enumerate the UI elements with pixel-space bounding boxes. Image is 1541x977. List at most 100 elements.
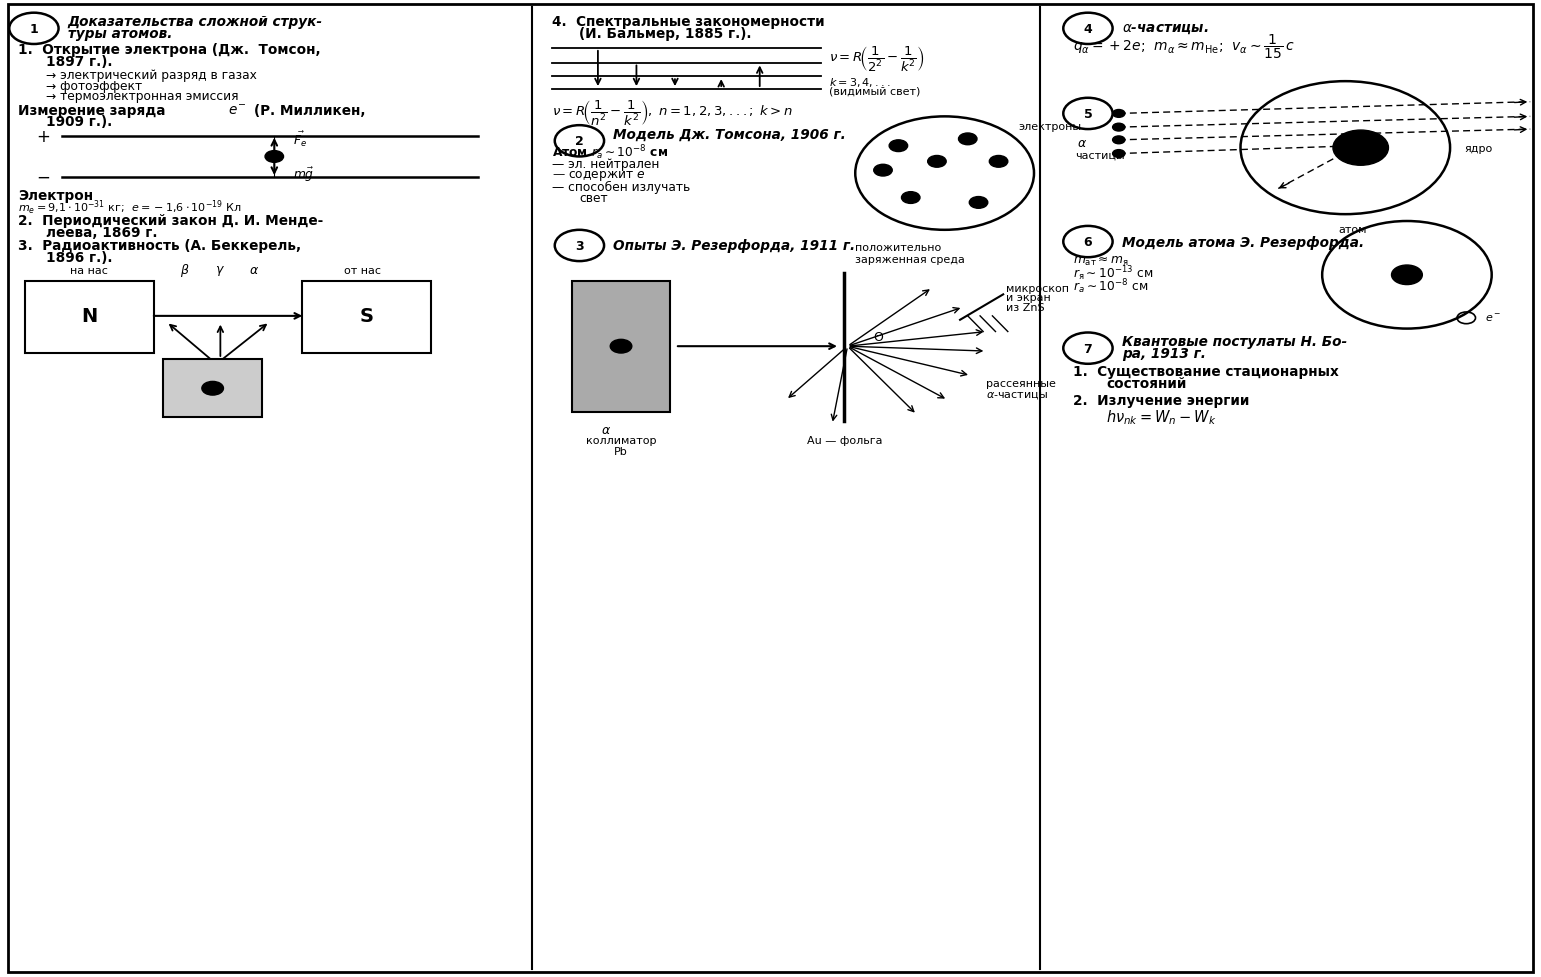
Text: ядро: ядро [1464, 144, 1492, 153]
Text: — содержит $e$: — содержит $e$ [552, 169, 644, 183]
Text: заряженная среда: заряженная среда [855, 255, 965, 265]
Text: леева, 1869 г.: леева, 1869 г. [46, 226, 157, 239]
Circle shape [874, 165, 892, 177]
Text: $m_e = 9{,}1 \cdot 10^{-31}$ кг;  $e = -1{,}6 \cdot 10^{-19}$ Кл: $m_e = 9{,}1 \cdot 10^{-31}$ кг; $e = -1… [18, 198, 242, 216]
Text: $\nu = R\!\left(\dfrac{1}{n^2} - \dfrac{1}{k^2}\right), \; n = 1, 2, 3, ...; \; : $\nu = R\!\left(\dfrac{1}{n^2} - \dfrac{… [552, 98, 792, 127]
Text: N: N [82, 307, 97, 326]
Text: → электрический разряд в газах: → электрический разряд в газах [46, 68, 257, 82]
Text: электроны: электроны [1019, 122, 1082, 132]
Text: Опыты Э. Резерфорда, 1911 г.: Опыты Э. Резерфорда, 1911 г. [613, 239, 855, 253]
Text: Атом $r_a \sim 10^{-8}$ см: Атом $r_a \sim 10^{-8}$ см [552, 143, 667, 162]
Text: −: − [35, 169, 51, 187]
Text: $h\nu_{nk} = W_n - W_k$: $h\nu_{nk} = W_n - W_k$ [1106, 407, 1217, 427]
Text: частицы: частицы [1076, 150, 1125, 160]
Text: из ZnS: из ZnS [1006, 303, 1045, 313]
Text: Квантовые постулаты Н. Бо-: Квантовые постулаты Н. Бо- [1122, 335, 1347, 349]
Text: (И. Бальмер, 1885 г.).: (И. Бальмер, 1885 г.). [579, 27, 752, 41]
Text: 1896 г.).: 1896 г.). [46, 251, 112, 265]
Text: ра, 1913 г.: ра, 1913 г. [1122, 347, 1205, 361]
Text: атом: атом [1339, 225, 1367, 234]
Text: $\beta$: $\beta$ [180, 262, 190, 279]
Circle shape [265, 151, 284, 163]
Circle shape [1113, 110, 1125, 118]
Text: положительно: положительно [855, 243, 942, 253]
Text: $m\vec{g}$: $m\vec{g}$ [293, 166, 314, 184]
Circle shape [202, 382, 223, 396]
Circle shape [1113, 150, 1125, 158]
Circle shape [1113, 124, 1125, 132]
Text: — способен излучать: — способен излучать [552, 181, 690, 194]
Text: $\alpha$: $\alpha$ [1077, 137, 1086, 150]
Circle shape [855, 117, 1034, 231]
FancyBboxPatch shape [302, 281, 431, 354]
Text: +: + [35, 128, 51, 146]
Text: $e^{-}$: $e^{-}$ [228, 104, 247, 117]
Text: 3.  Радиоактивность (А. Беккерель,: 3. Радиоактивность (А. Беккерель, [18, 239, 302, 253]
Text: Электрон: Электрон [18, 189, 94, 202]
Text: свет: свет [579, 191, 609, 205]
Text: 5: 5 [1083, 107, 1093, 121]
Text: 3: 3 [575, 239, 584, 253]
Text: → фотоэффект: → фотоэффект [46, 79, 142, 93]
Text: 1: 1 [29, 22, 39, 36]
Circle shape [928, 156, 946, 168]
Text: Модель атома Э. Резерфорда.: Модель атома Э. Резерфорда. [1122, 235, 1364, 249]
Text: Модель Дж. Томсона, 1906 г.: Модель Дж. Томсона, 1906 г. [613, 128, 846, 142]
Circle shape [1333, 131, 1388, 166]
Text: рассеянные: рассеянные [986, 379, 1056, 389]
Text: $q_\alpha = +2e$;  $m_\alpha \approx m_\mathrm{He}$;  $v_\alpha \sim \dfrac{1}{1: $q_\alpha = +2e$; $m_\alpha \approx m_\m… [1073, 33, 1294, 61]
Text: 6: 6 [1083, 235, 1093, 249]
Text: S: S [359, 307, 374, 326]
Circle shape [969, 197, 988, 209]
Circle shape [959, 134, 977, 146]
Text: 2.  Периодический закон Д. И. Менде-: 2. Периодический закон Д. И. Менде- [18, 214, 324, 228]
Text: — эл. нейтрален: — эл. нейтрален [552, 157, 660, 171]
Text: $\alpha$-частицы.: $\alpha$-частицы. [1122, 22, 1208, 36]
Circle shape [989, 156, 1008, 168]
Text: Доказательства сложной струк-: Доказательства сложной струк- [68, 16, 322, 29]
Text: $k = 3, 4, ...$: $k = 3, 4, ...$ [829, 75, 891, 89]
Text: (Р. Милликен,: (Р. Милликен, [254, 104, 365, 117]
Text: на нас: на нас [71, 266, 108, 276]
Text: 2: 2 [575, 135, 584, 149]
Text: $\alpha$: $\alpha$ [601, 423, 610, 437]
Text: Au — фольга: Au — фольга [807, 436, 881, 446]
Text: (видимый свет): (видимый свет) [829, 87, 920, 97]
Text: 2.  Излучение энергии: 2. Излучение энергии [1073, 394, 1248, 407]
Text: 1897 г.).: 1897 г.). [46, 55, 112, 68]
Text: коллиматор: коллиматор [586, 436, 656, 446]
Text: $\nu = R\!\left(\dfrac{1}{2^2} - \dfrac{1}{k^2}\right)$: $\nu = R\!\left(\dfrac{1}{2^2} - \dfrac{… [829, 44, 925, 73]
Text: +: + [1402, 271, 1412, 280]
Text: $\alpha$: $\alpha$ [250, 264, 259, 277]
Text: микроскоп: микроскоп [1006, 283, 1069, 293]
Text: $\vec{F_e}$: $\vec{F_e}$ [293, 130, 307, 149]
Text: $m_\mathrm{ат} \approx m_\mathrm{я}$: $m_\mathrm{ат} \approx m_\mathrm{я}$ [1073, 254, 1128, 268]
Text: и экран: и экран [1006, 293, 1051, 303]
FancyBboxPatch shape [25, 281, 154, 354]
Text: $\Theta$: $\Theta$ [872, 330, 885, 344]
Text: от нас: от нас [344, 266, 381, 276]
FancyBboxPatch shape [8, 5, 1533, 972]
Text: 4: 4 [1083, 22, 1093, 36]
Text: Измерение заряда: Измерение заряда [18, 104, 166, 117]
Text: состояний: состояний [1106, 377, 1187, 391]
FancyBboxPatch shape [572, 281, 670, 412]
Text: → термоэлектронная эмиссия: → термоэлектронная эмиссия [46, 90, 239, 104]
Text: 1909 г.).: 1909 г.). [46, 115, 112, 129]
Text: $\gamma$: $\gamma$ [216, 264, 225, 277]
Text: 4.  Спектральные закономерности: 4. Спектральные закономерности [552, 16, 824, 29]
Text: $r_a \sim 10^{-8}$ см: $r_a \sim 10^{-8}$ см [1073, 276, 1148, 296]
Text: $\alpha$-частицы: $\alpha$-частицы [986, 389, 1048, 401]
Circle shape [1113, 137, 1125, 145]
FancyBboxPatch shape [163, 360, 262, 417]
Circle shape [610, 340, 632, 354]
Text: 1.  Существование стационарных: 1. Существование стационарных [1073, 364, 1338, 378]
Text: $e^-$: $e^-$ [1484, 313, 1501, 324]
Circle shape [1392, 266, 1422, 285]
Text: Pb: Pb [615, 446, 627, 456]
Text: туры атомов.: туры атомов. [68, 27, 173, 41]
Text: $r_\mathrm{я} \sim 10^{-13}$ см: $r_\mathrm{я} \sim 10^{-13}$ см [1073, 264, 1153, 283]
Text: 7: 7 [1083, 342, 1093, 356]
Circle shape [901, 192, 920, 204]
Circle shape [889, 141, 908, 152]
